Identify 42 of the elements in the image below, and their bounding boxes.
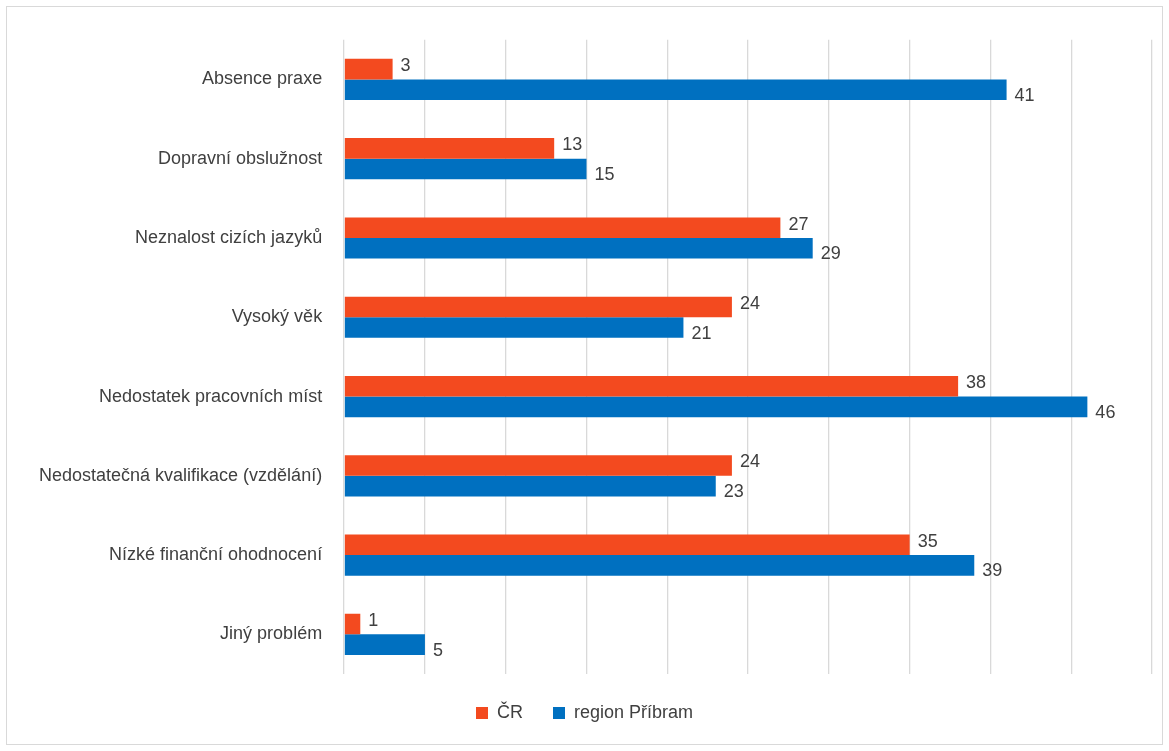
- bar: [344, 296, 732, 318]
- data-label: 21: [691, 322, 712, 343]
- bar: [344, 58, 393, 80]
- data-label: 24: [739, 451, 760, 472]
- bar: [344, 534, 910, 556]
- y-tick-label: Dopravní obslužnost: [158, 147, 323, 168]
- bar: [344, 217, 781, 238]
- y-tick-label: Vysoký věk: [231, 306, 324, 327]
- data-label: 41: [1014, 84, 1035, 105]
- bar: [344, 375, 959, 397]
- data-label: 35: [917, 530, 938, 551]
- bar: [344, 555, 975, 576]
- bar: [344, 396, 1088, 418]
- bar: [344, 634, 425, 655]
- bar: [344, 317, 684, 338]
- bar: [344, 158, 587, 180]
- y-tick-label: Nízké finanční ohodnocení: [108, 544, 323, 565]
- bar: [344, 455, 732, 476]
- bar: [344, 613, 361, 635]
- data-label: 24: [739, 292, 760, 313]
- bar: [344, 79, 1007, 101]
- data-label: 27: [788, 213, 809, 234]
- y-tick-label: Absence praxe: [202, 68, 323, 89]
- data-label: 38: [966, 372, 987, 393]
- bar: [344, 138, 555, 159]
- y-tick-label: Neznalost cizích jazyků: [135, 226, 323, 247]
- legend-label: region Příbram: [573, 701, 694, 722]
- y-tick-label: Nedostatečná kvalifikace (vzdělání): [39, 464, 323, 485]
- y-tick-label: Nedostatek pracovních míst: [99, 385, 323, 406]
- data-label: 39: [982, 560, 1003, 581]
- data-label: 46: [1095, 401, 1116, 422]
- data-label: 13: [562, 134, 583, 155]
- data-label: 23: [723, 481, 744, 502]
- data-label: 29: [820, 243, 841, 264]
- data-label: 3: [400, 55, 411, 76]
- bar: [344, 237, 813, 259]
- y-tick-label: Jiný problém: [220, 623, 323, 644]
- data-label: 15: [594, 163, 615, 184]
- bar: [344, 475, 716, 497]
- data-label: 5: [432, 639, 443, 660]
- data-label: 1: [368, 610, 379, 631]
- legend-label: ČR: [496, 700, 523, 722]
